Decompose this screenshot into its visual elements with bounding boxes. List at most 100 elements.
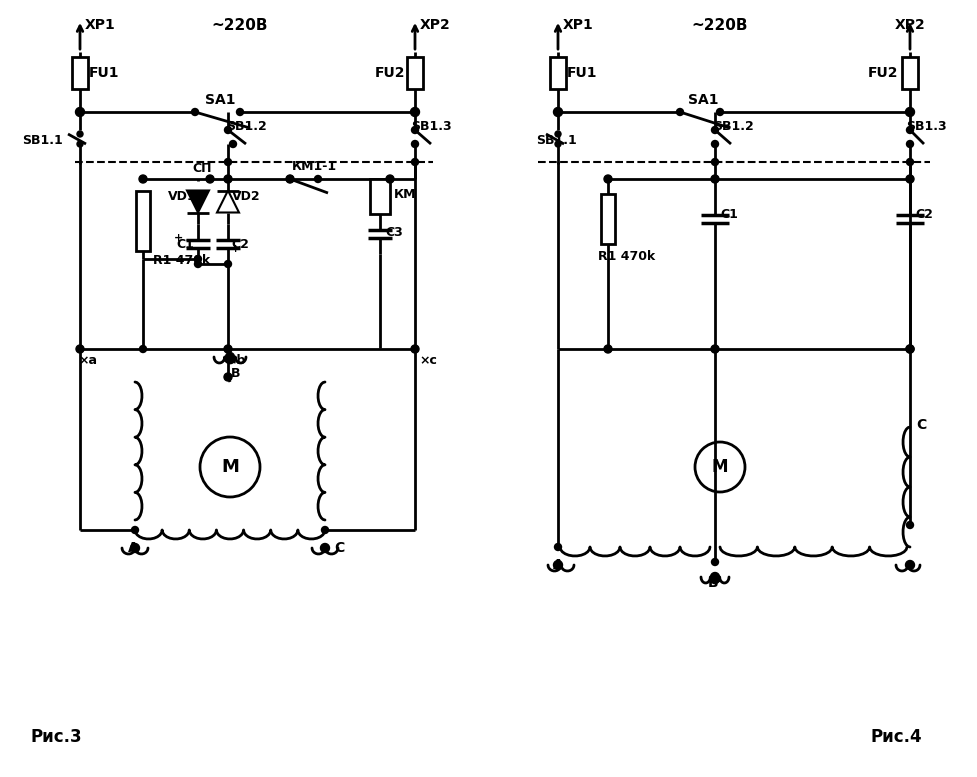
Circle shape (130, 543, 140, 552)
Text: Рис.3: Рис.3 (30, 728, 81, 746)
Circle shape (604, 345, 612, 353)
Bar (549, 57, 566, 89)
Text: R1 470k: R1 470k (597, 249, 655, 263)
Text: VD2: VD2 (232, 190, 260, 203)
Circle shape (315, 176, 321, 183)
Circle shape (716, 109, 723, 116)
Circle shape (411, 159, 418, 166)
Text: SB1.2: SB1.2 (226, 120, 267, 133)
Circle shape (710, 175, 718, 183)
Circle shape (225, 260, 232, 267)
Circle shape (194, 256, 201, 263)
Circle shape (236, 109, 243, 116)
Circle shape (554, 543, 561, 550)
Circle shape (553, 560, 562, 570)
Circle shape (410, 107, 419, 117)
Circle shape (224, 175, 232, 183)
Circle shape (131, 527, 139, 534)
Circle shape (191, 109, 198, 116)
Text: SB1.3: SB1.3 (410, 120, 451, 133)
Text: +: + (231, 244, 240, 254)
Circle shape (906, 127, 913, 134)
Text: ~220В: ~220В (691, 18, 747, 33)
Text: M: M (221, 458, 238, 476)
Circle shape (386, 175, 394, 183)
Circle shape (905, 107, 913, 117)
Text: VD1: VD1 (168, 190, 196, 203)
Circle shape (905, 175, 913, 183)
Text: SB1.3: SB1.3 (905, 120, 946, 133)
Circle shape (676, 109, 683, 116)
Circle shape (226, 353, 234, 361)
Text: В: В (707, 576, 717, 590)
Text: ×c: ×c (418, 354, 437, 368)
Text: R1 470k: R1 470k (152, 255, 210, 267)
Circle shape (710, 345, 718, 353)
Text: C2: C2 (914, 208, 932, 221)
Text: SA1: SA1 (687, 93, 718, 107)
Bar (601, 194, 615, 244)
Text: SB1.1: SB1.1 (535, 134, 576, 147)
Text: A: A (552, 558, 563, 572)
Text: XP1: XP1 (563, 18, 593, 32)
Circle shape (554, 141, 561, 147)
Circle shape (77, 141, 83, 147)
Text: C2: C2 (231, 238, 248, 250)
Circle shape (906, 141, 913, 148)
Text: СП: СП (191, 162, 211, 176)
Circle shape (286, 176, 293, 183)
Circle shape (905, 345, 913, 353)
Text: FU1: FU1 (567, 66, 597, 80)
Circle shape (709, 573, 719, 581)
Circle shape (711, 127, 718, 134)
Bar (72, 57, 88, 89)
Text: M: M (711, 458, 728, 476)
Circle shape (320, 543, 329, 552)
Circle shape (905, 560, 913, 570)
Text: КМ1-1: КМ1-1 (292, 161, 337, 173)
Circle shape (285, 175, 294, 183)
Text: В: В (231, 368, 240, 381)
Circle shape (905, 345, 913, 353)
Circle shape (411, 127, 418, 134)
Text: A: A (128, 541, 139, 555)
Bar (406, 57, 423, 89)
Circle shape (554, 131, 561, 137)
Circle shape (230, 141, 236, 148)
Circle shape (224, 345, 232, 353)
Circle shape (553, 107, 562, 117)
Bar (369, 179, 390, 214)
Text: ×b: ×b (226, 354, 245, 368)
Circle shape (194, 260, 201, 267)
Text: XP2: XP2 (894, 18, 925, 32)
Text: FU2: FU2 (374, 66, 405, 80)
Text: SA1: SA1 (205, 93, 235, 107)
Circle shape (906, 521, 913, 528)
Text: C: C (334, 541, 344, 555)
Circle shape (411, 141, 418, 148)
Circle shape (75, 107, 84, 117)
Text: FU2: FU2 (868, 66, 898, 80)
Circle shape (206, 175, 214, 183)
Bar (136, 191, 149, 251)
Text: SB1.2: SB1.2 (712, 120, 753, 133)
Text: +: + (174, 233, 183, 243)
Circle shape (604, 175, 612, 183)
Circle shape (225, 159, 232, 166)
Text: ×a: ×a (78, 354, 97, 368)
Text: ~220В: ~220В (212, 18, 268, 33)
Text: КМ: КМ (394, 187, 416, 200)
Bar (901, 57, 917, 89)
Text: FU1: FU1 (89, 66, 119, 80)
Text: C: C (915, 418, 925, 432)
Text: XP2: XP2 (419, 18, 450, 32)
Circle shape (140, 346, 147, 353)
Circle shape (76, 345, 84, 353)
Text: SB1.1: SB1.1 (21, 134, 63, 147)
Circle shape (410, 345, 418, 353)
Circle shape (77, 131, 83, 137)
Text: C3: C3 (385, 225, 403, 239)
Circle shape (711, 159, 718, 166)
Text: XP1: XP1 (85, 18, 115, 32)
Circle shape (906, 159, 913, 166)
